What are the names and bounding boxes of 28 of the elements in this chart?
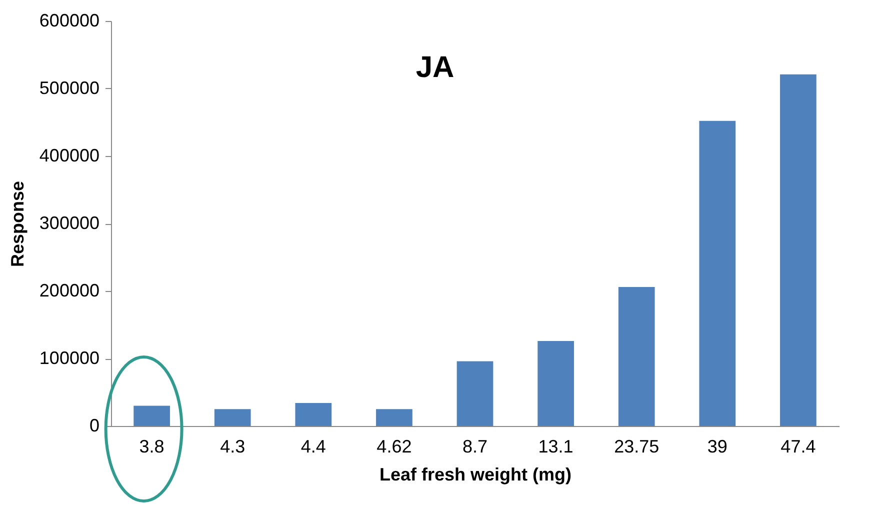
bar: [538, 340, 574, 426]
text: JA: [416, 51, 454, 84]
x-axis-title: Leaf fresh weight (mg): [379, 464, 572, 484]
bar: [780, 74, 816, 426]
y-axis-title: Response: [7, 180, 28, 268]
bar: [295, 403, 332, 426]
bar: [456, 361, 494, 426]
y-tick-label: 100000: [39, 348, 100, 368]
x-tick-label: 23.75: [614, 436, 660, 456]
x-tick-label: 13.1: [538, 436, 574, 456]
x-tick-label: 39: [707, 436, 728, 456]
x-tick-label: 47.4: [780, 436, 816, 456]
bar: [376, 409, 412, 426]
y-tick-label: 600000: [39, 10, 100, 30]
x-tick-label: 4.3: [220, 436, 246, 456]
x-tick-label: 4.62: [376, 436, 412, 456]
y-tick-label: 200000: [39, 280, 100, 300]
x-tick-label: 3.8: [139, 436, 164, 456]
y-tick-label: 300000: [39, 213, 100, 233]
bar: [699, 120, 736, 426]
x-tick-label: 4.4: [300, 436, 326, 456]
x-tick-label: 8.7: [462, 436, 488, 456]
y-tick-label: 500000: [39, 78, 100, 98]
bar: [618, 286, 655, 426]
y-tick-label: 0: [89, 416, 100, 436]
y-tick-label: 400000: [39, 146, 100, 166]
bar: [134, 406, 170, 426]
bar: [214, 409, 251, 426]
